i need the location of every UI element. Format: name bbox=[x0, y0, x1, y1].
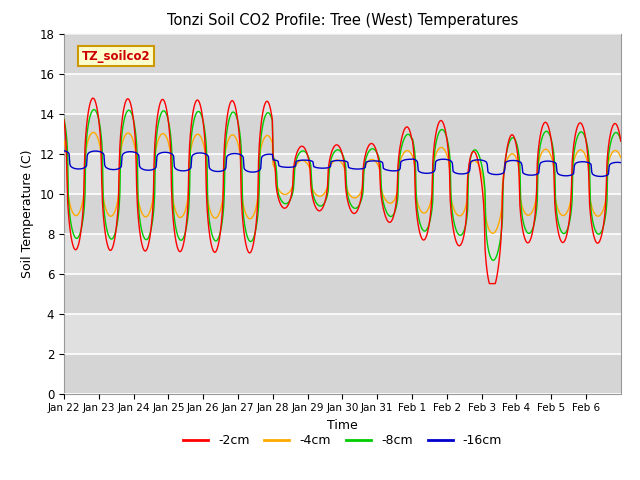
Line: -8cm: -8cm bbox=[64, 109, 621, 260]
-16cm bbox=[125, 149, 133, 155]
-16cm bbox=[60, 148, 68, 154]
Bar bbox=[64, 313, 621, 354]
Bar bbox=[64, 193, 621, 234]
-16cm bbox=[400, 157, 408, 163]
Legend: -2cm, -4cm, -8cm, -16cm: -2cm, -4cm, -8cm, -16cm bbox=[178, 429, 507, 452]
-8cm bbox=[277, 197, 285, 203]
Y-axis label: Soil Temperature (C): Soil Temperature (C) bbox=[20, 149, 34, 278]
-2cm bbox=[89, 95, 97, 101]
-2cm bbox=[256, 132, 264, 138]
Bar bbox=[64, 274, 621, 313]
-16cm bbox=[596, 174, 604, 180]
-8cm bbox=[432, 142, 440, 147]
-2cm bbox=[277, 202, 285, 208]
Title: Tonzi Soil CO2 Profile: Tree (West) Temperatures: Tonzi Soil CO2 Profile: Tree (West) Temp… bbox=[166, 13, 518, 28]
Bar bbox=[64, 154, 621, 193]
-2cm bbox=[401, 126, 408, 132]
-2cm bbox=[126, 99, 134, 105]
-4cm bbox=[89, 130, 97, 135]
-4cm bbox=[126, 131, 134, 137]
-2cm bbox=[617, 138, 625, 144]
-4cm bbox=[432, 152, 440, 158]
Line: -2cm: -2cm bbox=[64, 98, 621, 284]
-4cm bbox=[228, 132, 236, 138]
-4cm bbox=[60, 138, 68, 144]
-16cm bbox=[276, 164, 284, 169]
-16cm bbox=[431, 167, 439, 172]
-2cm bbox=[60, 117, 68, 123]
-2cm bbox=[486, 281, 493, 287]
-4cm bbox=[488, 230, 496, 236]
-8cm bbox=[60, 116, 68, 122]
X-axis label: Time: Time bbox=[327, 419, 358, 432]
Line: -16cm: -16cm bbox=[64, 151, 621, 177]
Bar bbox=[64, 114, 621, 154]
-4cm bbox=[401, 149, 408, 155]
-8cm bbox=[617, 138, 625, 144]
-8cm bbox=[126, 108, 134, 114]
-8cm bbox=[228, 109, 236, 115]
Bar bbox=[64, 354, 621, 394]
Bar bbox=[64, 73, 621, 114]
-16cm bbox=[617, 160, 625, 166]
Text: TZ_soilco2: TZ_soilco2 bbox=[81, 49, 150, 62]
-4cm bbox=[277, 190, 285, 196]
-8cm bbox=[90, 107, 98, 112]
Line: -4cm: -4cm bbox=[64, 132, 621, 233]
-2cm bbox=[432, 132, 440, 138]
Bar bbox=[64, 234, 621, 274]
-8cm bbox=[489, 257, 497, 263]
-2cm bbox=[228, 98, 236, 104]
-8cm bbox=[256, 147, 264, 153]
-16cm bbox=[228, 151, 236, 156]
-16cm bbox=[255, 168, 263, 173]
-8cm bbox=[401, 135, 408, 141]
Bar bbox=[64, 34, 621, 73]
-4cm bbox=[256, 151, 264, 156]
-4cm bbox=[617, 155, 625, 160]
